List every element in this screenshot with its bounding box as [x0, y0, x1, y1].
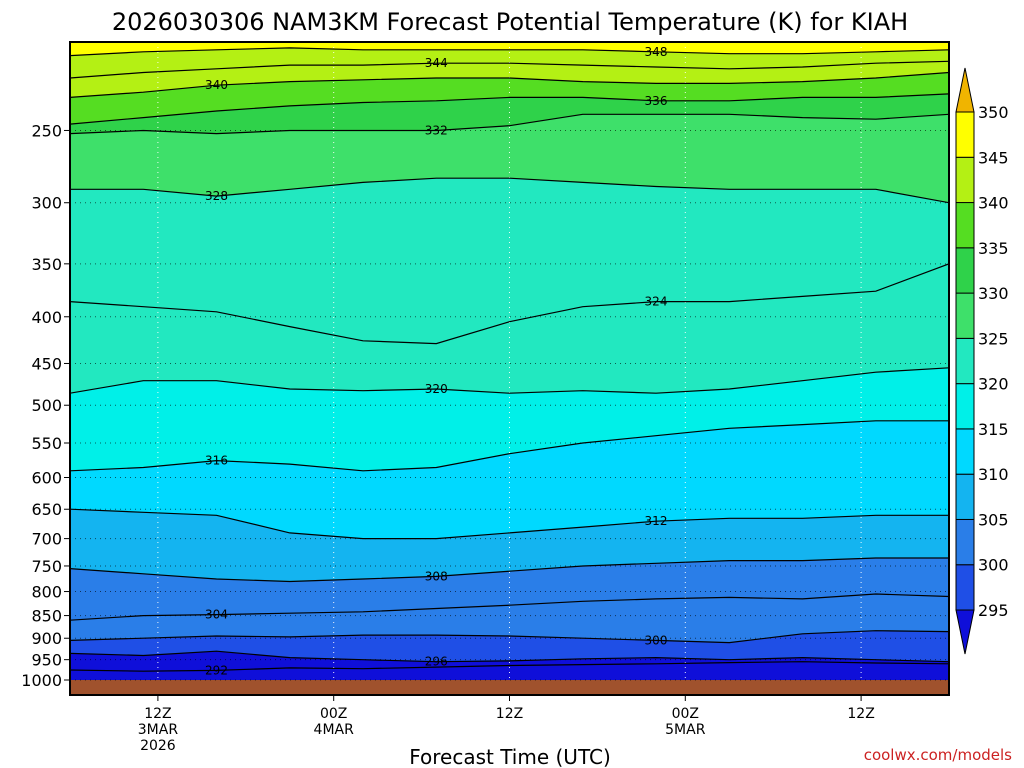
- colorbar-label-315: 315: [978, 420, 1009, 439]
- contour-label-308: 308: [425, 569, 448, 583]
- contour-label-336: 336: [645, 94, 668, 108]
- colorbar-bottom-arrow: [955, 609, 975, 655]
- colorbar-box-330: [955, 247, 975, 294]
- contour-lines: [70, 47, 949, 672]
- contour-label-340: 340: [205, 78, 228, 92]
- y-tick-label-600: 600: [31, 469, 62, 488]
- colorbar-label-335: 335: [978, 239, 1009, 258]
- contour-348: [70, 47, 949, 57]
- y-tick-label-550: 550: [31, 434, 62, 453]
- contour-labels: 292 296 300 304 308 312 316 320 324 328 332 336 340 3…: [205, 45, 667, 678]
- contour-332: [70, 113, 949, 135]
- contour-label-324: 324: [645, 295, 668, 309]
- contour-296: [70, 650, 949, 663]
- contour-304: [70, 593, 949, 621]
- colorbar-box-320: [955, 337, 975, 385]
- band-theta-348: [70, 42, 949, 56]
- contour-label-316: 316: [205, 454, 228, 468]
- y-tick-label-750: 750: [31, 557, 62, 576]
- y-tick-label-1000: 1000: [21, 671, 62, 690]
- chart-title: 2026030306 NAM3KM Forecast Potential Tem…: [112, 8, 908, 36]
- y-tick-label-350: 350: [31, 255, 62, 274]
- y-tick-label-400: 400: [31, 308, 62, 327]
- y-tick-label-800: 800: [31, 583, 62, 602]
- plot-area: 292 296 300 304 308 312 316 320 324 328 332 336 340 3…: [69, 41, 950, 696]
- colorbar-label-350: 350: [978, 103, 1009, 122]
- y-tick-label-450: 450: [31, 354, 62, 373]
- credit-text: coolwx.com/models: [864, 746, 1012, 764]
- contour-316: [70, 420, 949, 472]
- contour-label-328: 328: [205, 189, 228, 203]
- colorbar-label-310: 310: [978, 465, 1009, 484]
- contour-label-296: 296: [425, 655, 448, 669]
- contour-label-332: 332: [425, 123, 448, 137]
- y-tick-label-950: 950: [31, 651, 62, 670]
- colorbar-label-330: 330: [978, 284, 1009, 303]
- contour-label-300: 300: [645, 633, 668, 647]
- colorbar: 295 300 305 310 315 320 325 330 335 340 345 350: [955, 67, 1009, 655]
- contour-340: [70, 71, 949, 98]
- contour-324: [70, 263, 949, 345]
- colorbar-label-340: 340: [978, 194, 1009, 213]
- color-bands: [70, 42, 949, 680]
- contour-300: [70, 630, 949, 644]
- x-tick-label-6-1: 3MAR: [138, 722, 179, 738]
- x-tick-label-42-0: 00Z: [672, 706, 699, 722]
- contour-292: [70, 661, 949, 672]
- y-axis: 250 300 350 400 450 500 550 600 650 700 750 800 850 9…: [21, 121, 70, 690]
- x-tick-label-6-2: 2026: [140, 738, 176, 754]
- y-tick-label-850: 850: [31, 607, 62, 626]
- colorbar-box-315: [955, 383, 975, 430]
- ground-strip: [70, 680, 949, 695]
- colorbar-box-340: [955, 156, 975, 204]
- y-tick-label-700: 700: [31, 530, 62, 549]
- colorbar-label-320: 320: [978, 375, 1009, 394]
- colorbar-box-335: [955, 202, 975, 249]
- colorbar-label-295: 295: [978, 601, 1009, 620]
- x-tick-label-6-0: 12Z: [144, 706, 171, 722]
- colorbar-box-310: [955, 428, 975, 475]
- y-tick-label-500: 500: [31, 396, 62, 415]
- colorbar-box-345: [955, 111, 975, 158]
- x-tick-label-18-0: 00Z: [320, 706, 347, 722]
- x-axis-label: Forecast Time (UTC): [409, 745, 611, 768]
- colorbar-box-305: [955, 473, 975, 520]
- x-tick-label-54-0: 12Z: [847, 706, 874, 722]
- contour-label-344: 344: [425, 56, 448, 70]
- colorbar-label-345: 345: [978, 148, 1009, 167]
- y-tick-label-300: 300: [31, 194, 62, 213]
- contour-336: [70, 93, 949, 125]
- contour-label-292: 292: [205, 663, 228, 677]
- y-tick-label-650: 650: [31, 500, 62, 519]
- contour-320: [70, 367, 949, 394]
- colorbar-label-325: 325: [978, 329, 1009, 348]
- colorbar-box-325: [955, 292, 975, 339]
- x-tick-label-18-1: 4MAR: [314, 722, 355, 738]
- colorbar-box-300: [955, 518, 975, 566]
- contour-344: [70, 60, 949, 79]
- contour-328: [70, 177, 949, 204]
- colorbar-label-300: 300: [978, 556, 1009, 575]
- contour-label-304: 304: [205, 608, 228, 622]
- colorbar-label-305: 305: [978, 510, 1009, 529]
- y-tick-label-250: 250: [31, 121, 62, 140]
- ground-surface: [70, 680, 949, 695]
- contour-label-320: 320: [425, 382, 448, 396]
- contour-label-348: 348: [645, 45, 668, 59]
- contour-308: [70, 557, 949, 583]
- contour-312: [70, 508, 949, 540]
- y-tick-label-900: 900: [31, 629, 62, 648]
- contour-label-312: 312: [645, 514, 668, 528]
- x-tick-label-30-0: 12Z: [496, 706, 523, 722]
- colorbar-top-arrow: [955, 67, 975, 113]
- colorbar-box-295: [955, 564, 975, 611]
- x-tick-label-42-1: 5MAR: [665, 722, 706, 738]
